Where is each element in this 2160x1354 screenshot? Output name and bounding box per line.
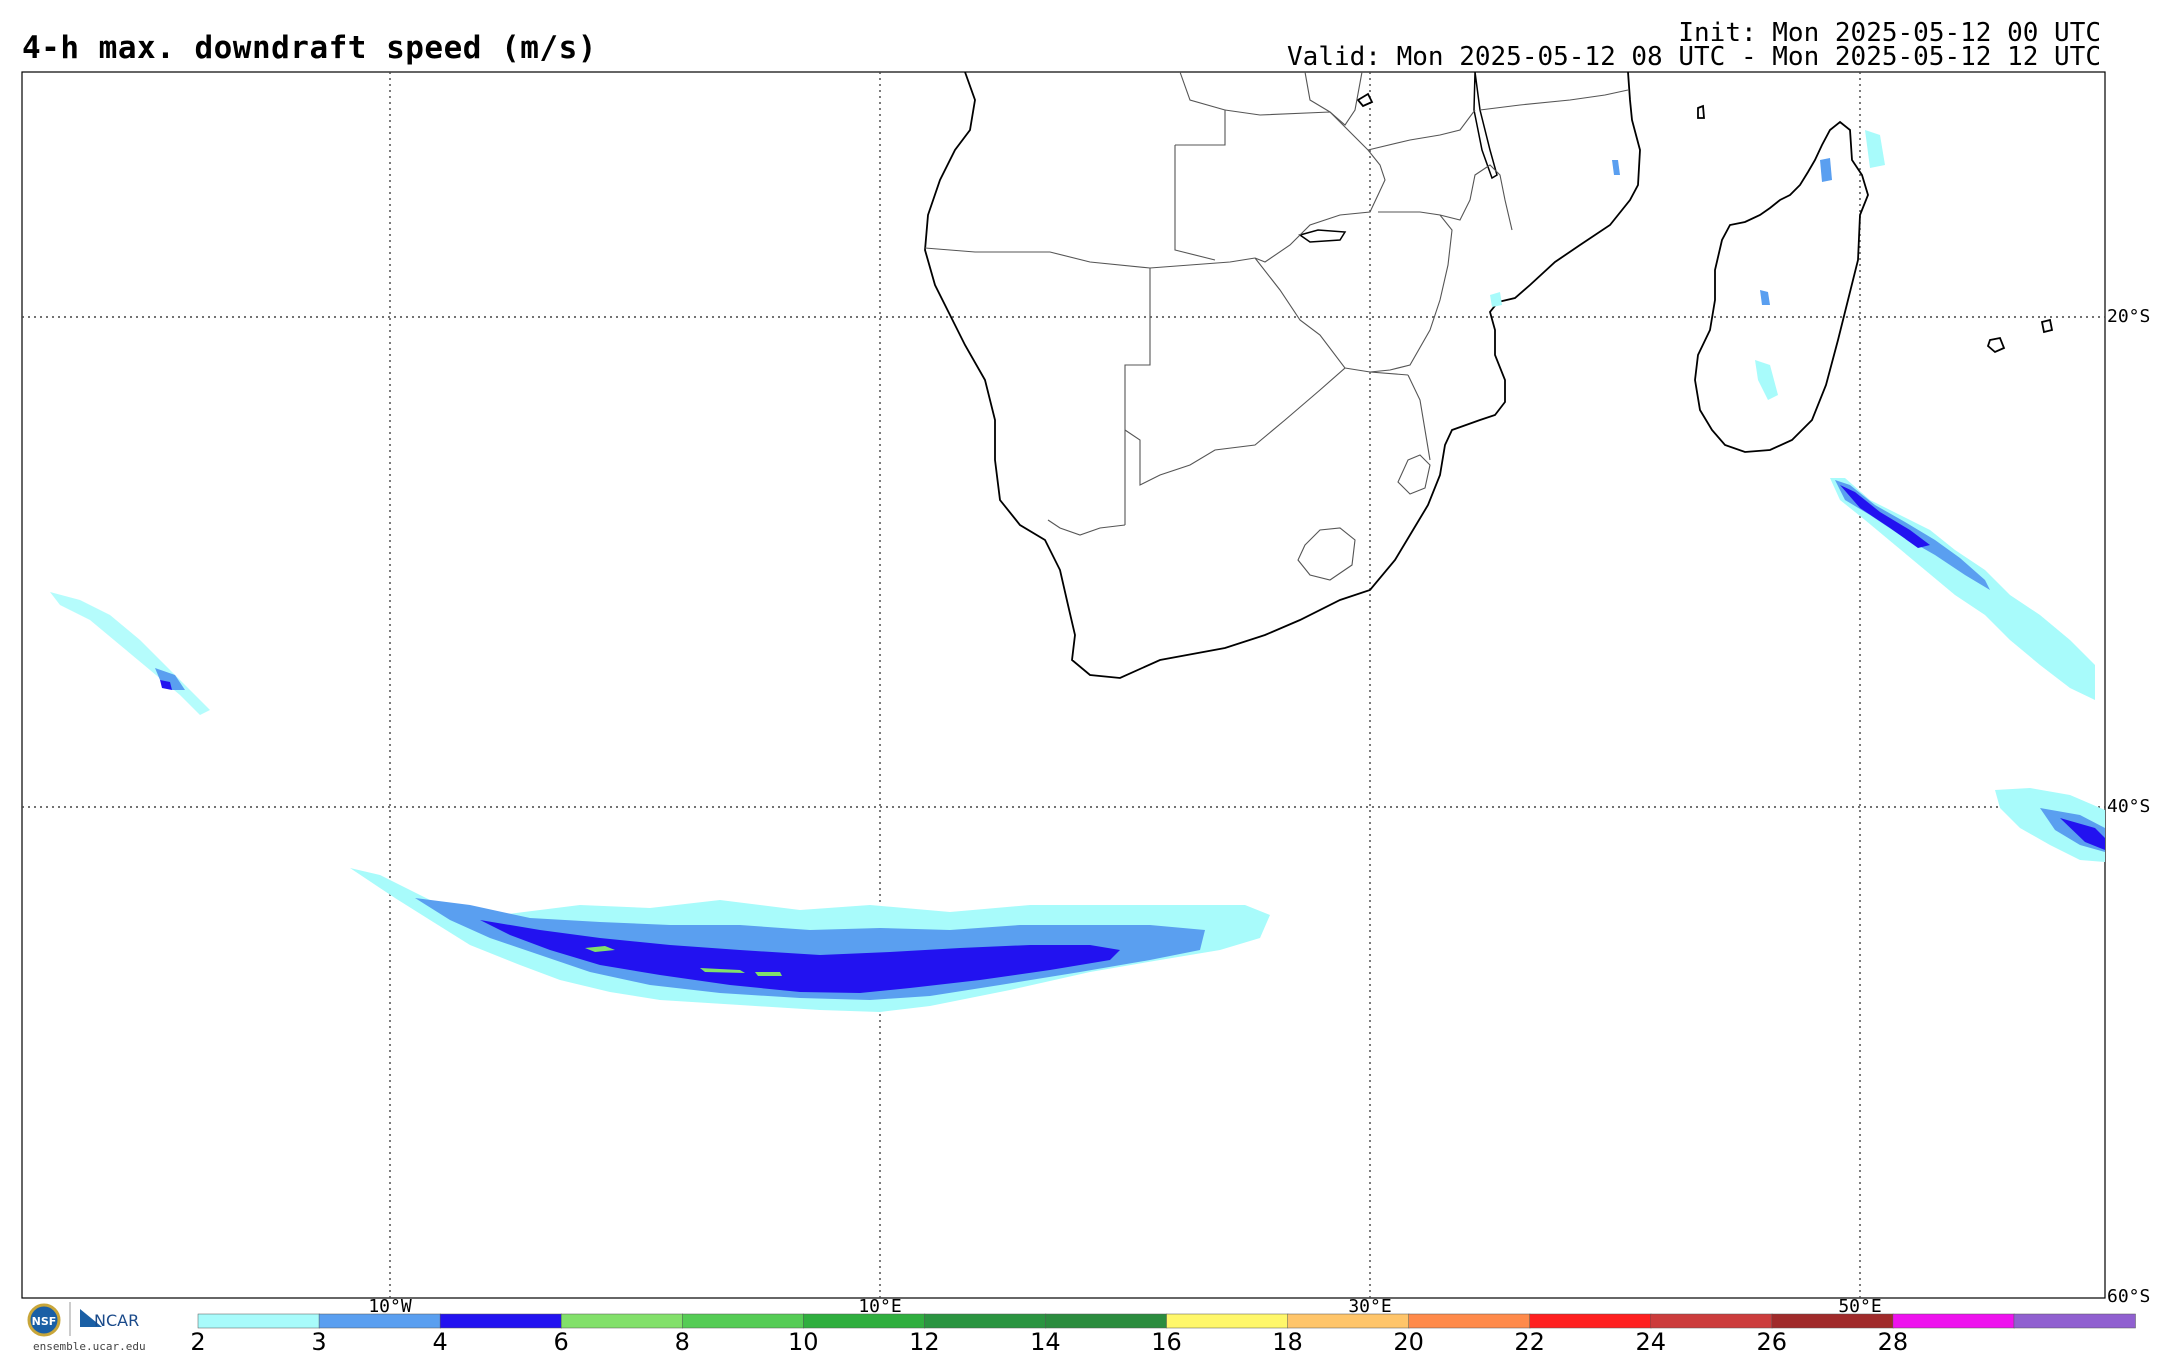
ncar-logo: NCAR	[80, 1309, 139, 1330]
lat-label-60s: 60°S	[2107, 1286, 2150, 1307]
border-tanzania-zambia	[1367, 109, 1476, 151]
init-time: Init: Mon 2025-05-12 00 UTC	[1678, 18, 2101, 48]
colorbar-swatch	[1529, 1313, 1652, 1329]
madagascar-coastline	[1694, 120, 1869, 453]
colorbar-swatch	[1045, 1313, 1168, 1329]
lon-label-10w: 10°W	[368, 1296, 412, 1317]
colorbar-tick-label: 18	[1272, 1328, 1303, 1354]
border-angola-namibia	[924, 247, 1256, 269]
downdraft-madagascar-2ms	[1865, 130, 1885, 168]
svg-text:NSF: NSF	[32, 1315, 57, 1328]
downdraft-blob-4ms	[2060, 818, 2105, 850]
downdraft-band-6ms	[585, 946, 615, 952]
colorbar-swatch	[560, 1313, 683, 1329]
map-title: 4-h max. downdraft speed (m/s)	[22, 30, 597, 66]
colorbar-swatch	[439, 1313, 562, 1329]
lon-label-50e: 50°E	[1838, 1296, 1881, 1317]
downdraft-east-2ms	[1830, 478, 2095, 700]
colorbar-tick-label: 2	[190, 1328, 205, 1354]
colorbar-labels: 2 3 4 6 8 10 12 14 16 18 20 22 24 26 28	[190, 1328, 1908, 1354]
colorbar-swatch	[924, 1313, 1047, 1329]
svg-text:NCAR: NCAR	[94, 1311, 139, 1330]
map-frame	[21, 71, 2106, 1299]
border-sa-moz	[1407, 374, 1431, 461]
lat-label-20s: 20°S	[2107, 306, 2150, 327]
border-eswatini	[1397, 454, 1431, 495]
lake-victoria	[1356, 92, 1374, 108]
downdraft-sw-4ms	[160, 680, 172, 690]
downdraft-band-6ms	[700, 968, 745, 973]
mauritius-island	[1986, 336, 2006, 354]
border-tanzania-moz	[1479, 89, 1629, 111]
colorbar-swatch	[1287, 1313, 1410, 1329]
colorbar-tick-label: 24	[1635, 1328, 1666, 1354]
valid-time: Valid: Mon 2025-05-12 08 UTC - Mon 2025-…	[1287, 42, 2101, 72]
border-angola-east	[1174, 145, 1216, 261]
colorbar-tick-label: 28	[1878, 1328, 1909, 1354]
coastlines	[924, 71, 2054, 679]
border-lesotho	[1297, 527, 1356, 581]
lon-label-30e: 30°E	[1348, 1296, 1391, 1317]
downdraft-band-6ms	[755, 972, 782, 976]
ncar-logo-icon	[80, 1309, 102, 1327]
website-label: ensemble.ucar.edu	[33, 1340, 146, 1353]
downdraft-band-4ms	[480, 920, 1120, 993]
downdraft-madagascar-3ms	[1820, 158, 1832, 182]
colorbar-tick-label: 3	[311, 1328, 326, 1354]
colorbar-swatch	[1166, 1313, 1289, 1329]
colorbar-tick-label: 16	[1151, 1328, 1182, 1354]
downdraft-moz-2ms	[1490, 292, 1502, 307]
colorbar-swatch	[803, 1313, 926, 1329]
country-borders	[924, 71, 1629, 581]
colorbar-tick-label: 4	[432, 1328, 447, 1354]
reunion-island	[2040, 318, 2054, 334]
downdraft-madagascar-2ms	[1755, 360, 1778, 400]
lat-label-40s: 40°S	[2107, 796, 2150, 817]
border-drc	[1304, 71, 1363, 126]
lon-label-10e: 10°E	[858, 1296, 901, 1317]
lake-kariba	[1298, 229, 1347, 243]
colorbar-swatch	[1650, 1313, 1773, 1329]
colorbar-swatch	[1892, 1313, 2015, 1329]
downdraft-east-4ms	[1840, 485, 1930, 548]
colorbar-swatch	[682, 1313, 805, 1329]
colorbar-tick-label: 20	[1393, 1328, 1424, 1354]
colorbar-tick-label: 10	[788, 1328, 819, 1354]
grid-labels: 10°W 10°E 30°E 50°E 20°S 40°S 60°S	[368, 306, 2150, 1317]
colorbar-swatch	[318, 1313, 441, 1329]
colorbar-swatch	[197, 1313, 320, 1329]
downdraft-madagascar-3ms	[1760, 290, 1770, 305]
border-zim-sa	[1344, 367, 1409, 376]
colorbar-tick-label: 8	[675, 1328, 690, 1354]
africa-coastline	[924, 71, 1641, 679]
gridlines	[22, 72, 2105, 1298]
border-sa-namibia	[1047, 519, 1126, 536]
colorbar-tick-label: 22	[1514, 1328, 1545, 1354]
downdraft-fields	[50, 130, 2105, 1012]
colorbar-tick-label: 14	[1030, 1328, 1061, 1354]
downdraft-sw-3ms	[155, 668, 185, 690]
border-botswana-east	[1124, 257, 1346, 486]
comoros-island	[1697, 104, 1705, 119]
downdraft-moz-3ms	[1612, 160, 1620, 175]
colorbar-swatch	[1771, 1313, 1894, 1329]
colorbar-swatch	[2013, 1313, 2136, 1329]
colorbar-tick-label: 26	[1757, 1328, 1788, 1354]
nsf-seal-icon: NSF	[27, 1303, 61, 1337]
border-namibia-botswana	[1124, 268, 1151, 525]
border-zim-moz	[1369, 211, 1453, 373]
colorbar	[197, 1313, 2136, 1329]
colorbar-tick-label: 6	[554, 1328, 569, 1354]
border-moz-malawi	[1439, 164, 1513, 231]
lake-malawi	[1473, 71, 1498, 180]
colorbar-tick-label: 12	[909, 1328, 940, 1354]
colorbar-swatch	[1408, 1313, 1531, 1329]
logos: NSF NCAR ensemble.ucar.edu	[27, 1302, 146, 1353]
